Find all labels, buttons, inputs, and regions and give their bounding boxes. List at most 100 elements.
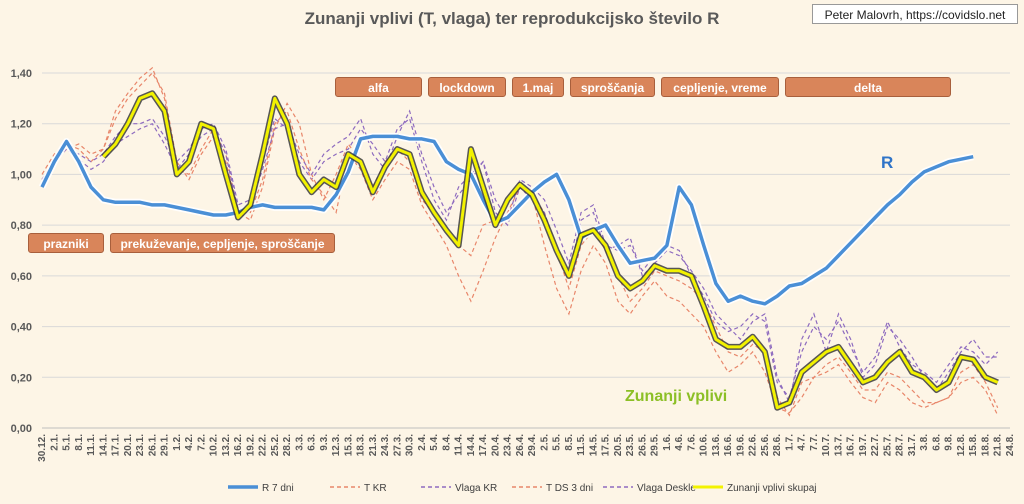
x-tick-label: 5.4. xyxy=(429,434,440,451)
x-tick-label: 29.1. xyxy=(160,434,171,456)
x-tick-label: 17.5. xyxy=(601,434,612,456)
x-tick-label: 12.3. xyxy=(331,434,342,456)
x-tick-label: 16.6. xyxy=(723,434,734,456)
x-tick-label: 21.3. xyxy=(368,434,379,456)
x-tick-label: 16.2. xyxy=(233,434,244,456)
x-tick-label: 14.4. xyxy=(466,434,477,456)
x-tick-label: 9.8. xyxy=(944,434,955,451)
x-tick-label: 8.5. xyxy=(564,434,575,451)
x-tick-label: 6.3. xyxy=(307,434,318,451)
x-tick-label: 24.8. xyxy=(1005,434,1016,456)
x-tick-label: 11.5. xyxy=(576,434,587,456)
x-tick-label: 7.6. xyxy=(686,434,697,451)
series-line-zunanji-vplivi-skupaj xyxy=(102,91,999,410)
x-tick-label: 11.4. xyxy=(454,434,465,456)
x-tick-label: 30.12. xyxy=(37,434,48,462)
x-tick-label: 10.6. xyxy=(699,434,710,456)
x-tick-label: 20.1. xyxy=(123,434,134,456)
series-line-vlaga-deskle xyxy=(41,109,999,399)
x-tick-label: 14.1. xyxy=(98,434,109,456)
y-tick-label: 0,80 xyxy=(11,220,32,232)
x-tick-label: 7.7. xyxy=(809,434,820,451)
x-tick-label: 25.7. xyxy=(882,434,893,456)
x-tick-label: 31.7. xyxy=(907,434,918,456)
x-tick-label: 20.5. xyxy=(613,434,624,456)
x-tick-label: 4.2. xyxy=(184,434,195,451)
x-tick-label: 4.6. xyxy=(674,434,685,451)
annotation-prazniki: prazniki xyxy=(28,233,104,253)
x-tick-label: 13.7. xyxy=(833,434,844,456)
x-tick-label: 2.5. xyxy=(539,434,550,451)
y-tick-label: 0,00 xyxy=(11,423,32,435)
x-tick-label: 18.8. xyxy=(980,434,991,456)
legend: R 7 dni T KR Vlaga KR T DS 3 dni Vlaga Deskl… xyxy=(228,483,817,494)
x-tick-label: 23.5. xyxy=(625,434,636,456)
y-tick-label: 1,40 xyxy=(11,68,32,80)
x-tick-label: 13.6. xyxy=(711,434,722,456)
credit-box: Peter Malovrh, https://covidslo.net xyxy=(812,4,1018,24)
x-tick-label: 19.7. xyxy=(858,434,869,456)
x-tick-label: 6.8. xyxy=(931,434,942,451)
x-axis: 30.12. 2.1. 5.1. 8.1. 11.1. 14.1. 17.1. 20.1. 23… xyxy=(37,427,1016,462)
x-tick-label: 22.7. xyxy=(870,434,881,456)
x-tick-label: 19.6. xyxy=(735,434,746,456)
x-tick-label: 25.6. xyxy=(760,434,771,456)
x-tick-label: 3.3. xyxy=(294,434,305,451)
x-tick-label: 13.2. xyxy=(221,434,232,456)
x-tick-label: 21.8. xyxy=(993,434,1004,456)
x-tick-label: 16.7. xyxy=(846,434,857,456)
annotation-lockdown: lockdown xyxy=(428,77,506,97)
x-tick-label: 4.7. xyxy=(797,434,808,451)
x-tick-label: 27.3. xyxy=(392,434,403,456)
series-lines xyxy=(38,66,999,417)
x-tick-label: 17.1. xyxy=(111,434,122,456)
series-line-r-7-dni xyxy=(40,134,974,306)
x-tick-label: 23.4. xyxy=(503,434,514,456)
legend-label-zunanji-vplivi-skupaj: Zunanji vplivi skupaj xyxy=(727,483,817,494)
x-tick-label: 19.2. xyxy=(245,434,256,456)
legend-label-r-7-dni: R 7 dni xyxy=(262,483,294,494)
x-tick-label: 15.8. xyxy=(968,434,979,456)
y-tick-label: 1,20 xyxy=(11,119,32,131)
x-tick-label: 8.4. xyxy=(441,434,452,451)
x-tick-label: 2.1. xyxy=(49,434,60,451)
x-tick-label: 10.2. xyxy=(209,434,220,456)
x-tick-label: 26.4. xyxy=(515,434,526,456)
legend-label-t-ds-3-dni: T DS 3 dni xyxy=(546,483,593,494)
annotation-prekuzevanje: prekuževanje, cepljenje, sproščanje xyxy=(110,233,335,253)
annotation-delta: delta xyxy=(785,77,951,97)
x-tick-label: 26.5. xyxy=(637,434,648,456)
y-axis: 0,00 0,20 0,40 0,60 0,80 1,00 1,20 1,40 xyxy=(11,68,32,435)
x-tick-label: 1.6. xyxy=(662,434,673,451)
x-tick-label: 30.3. xyxy=(405,434,416,456)
x-tick-label: 29.4. xyxy=(527,434,538,456)
x-tick-label: 2.4. xyxy=(417,434,428,451)
x-tick-label: 5.5. xyxy=(552,434,563,451)
x-tick-label: 17.4. xyxy=(478,434,489,456)
x-tick-label: 10.7. xyxy=(821,434,832,456)
x-tick-label: 5.1. xyxy=(62,434,73,451)
legend-label-t-kr: T KR xyxy=(364,483,387,494)
x-tick-label: 22.2. xyxy=(258,434,269,456)
x-tick-label: 7.2. xyxy=(196,434,207,451)
x-tick-label: 28.2. xyxy=(282,434,293,456)
legend-label-vlaga-deskle: Vlaga Deskle xyxy=(637,483,696,494)
x-tick-label: 18.3. xyxy=(356,434,367,456)
x-tick-label: 11.1. xyxy=(86,434,97,456)
series-label-r: R xyxy=(881,153,893,172)
x-tick-label: 28.7. xyxy=(895,434,906,456)
x-tick-label: 8.1. xyxy=(74,434,85,451)
x-tick-label: 3.8. xyxy=(919,434,930,451)
x-tick-label: 9.3. xyxy=(319,434,330,451)
y-tick-label: 0,40 xyxy=(11,322,32,334)
x-tick-label: 1.7. xyxy=(784,434,795,451)
x-tick-label: 23.1. xyxy=(135,434,146,456)
x-tick-label: 15.3. xyxy=(343,434,354,456)
annotation-alfa: alfa xyxy=(335,77,422,97)
x-tick-label: 12.8. xyxy=(956,434,967,456)
x-tick-label: 29.5. xyxy=(650,434,661,456)
series-line-t-kr xyxy=(41,72,999,417)
annotation-1maj: 1.maj xyxy=(512,77,564,97)
legend-label-vlaga-kr: Vlaga KR xyxy=(455,483,497,494)
